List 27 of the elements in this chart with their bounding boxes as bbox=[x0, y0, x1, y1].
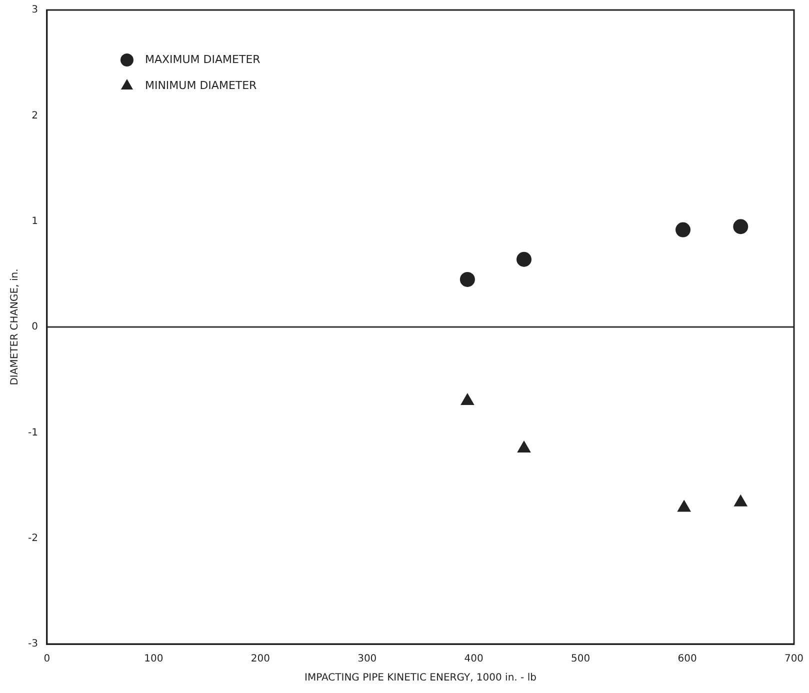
y-axis-title: DIAMETER CHANGE, in. bbox=[10, 268, 21, 386]
x-tick-label: 700 bbox=[784, 654, 804, 665]
x-tick-label: 400 bbox=[464, 654, 484, 665]
point bbox=[460, 393, 474, 405]
y-tick-label: 2 bbox=[32, 110, 38, 122]
point bbox=[733, 219, 748, 234]
x-tick-label: 600 bbox=[678, 654, 697, 665]
y-tick-label: 1 bbox=[32, 216, 38, 227]
y-tick-label: -2 bbox=[28, 532, 38, 544]
y-tick-label: 0 bbox=[32, 322, 38, 333]
x-tick-label: 500 bbox=[571, 654, 590, 665]
y-tick-label: -1 bbox=[28, 427, 38, 438]
legend-label: MINIMUM DIAMETER bbox=[144, 78, 258, 92]
point bbox=[678, 500, 691, 512]
point bbox=[460, 272, 475, 287]
point bbox=[676, 222, 691, 238]
point bbox=[734, 494, 748, 506]
x-tick-label: 0 bbox=[44, 654, 50, 665]
legend-label: MAXIMUM DIAMETER bbox=[144, 52, 261, 66]
y-tick-label: -3 bbox=[28, 638, 38, 650]
x-axis-title: IMPACTING PIPE KINETIC ENERGY, 1000 in. - lb bbox=[304, 672, 536, 684]
point bbox=[516, 252, 532, 267]
x-tick-label: 300 bbox=[358, 654, 377, 665]
point bbox=[517, 441, 531, 453]
x-tick-label: 200 bbox=[250, 654, 270, 665]
y-tick-label: 3 bbox=[32, 4, 38, 16]
x-tick-label: 100 bbox=[144, 654, 164, 665]
